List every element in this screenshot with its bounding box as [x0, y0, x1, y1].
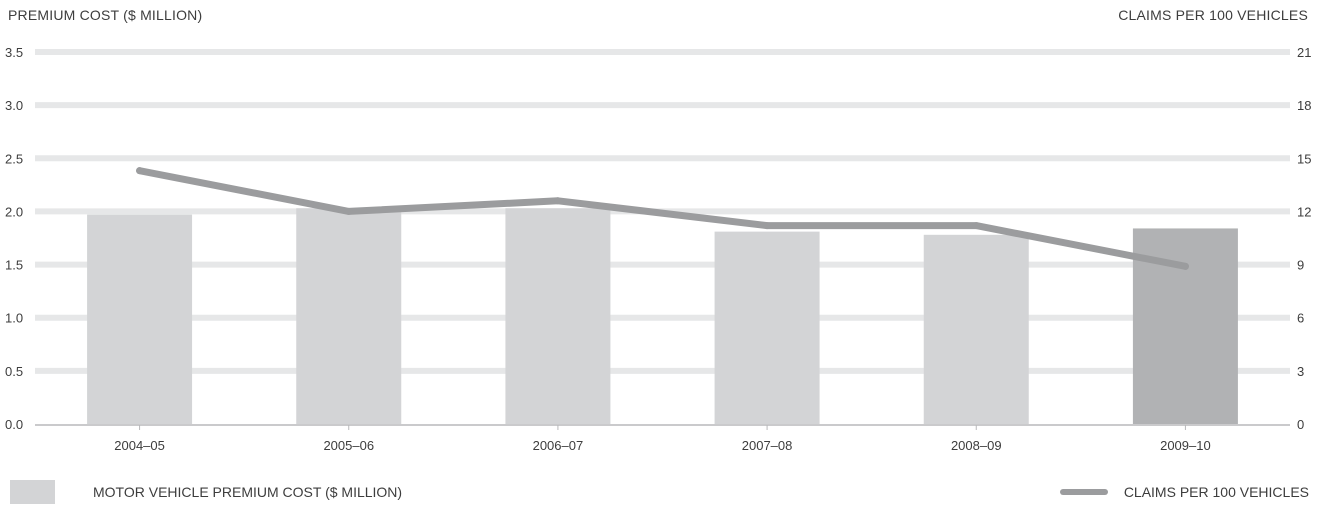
x-tick-label: 2006–07: [533, 438, 584, 453]
left-tick-label: 3.0: [5, 98, 23, 113]
left-tick-label: 1.0: [5, 311, 23, 326]
x-tick-label: 2007–08: [742, 438, 793, 453]
line-point: [763, 222, 771, 230]
line-point: [345, 207, 353, 215]
bar: [87, 214, 193, 424]
bar: [714, 231, 820, 424]
legend-line-series: CLAIMS PER 100 VEHICLES: [1059, 480, 1309, 504]
right-tick-label: 3: [1297, 364, 1304, 379]
right-axis-title: CLAIMS PER 100 VEHICLES: [1118, 7, 1308, 23]
left-tick-label: 2.5: [5, 151, 23, 166]
line-point: [972, 222, 980, 230]
bar: [505, 208, 611, 424]
left-tick-label: 0.5: [5, 364, 23, 379]
legend-line-label: CLAIMS PER 100 VEHICLES: [1123, 484, 1309, 500]
bar: [923, 234, 1029, 424]
left-tick-label: 3.5: [5, 45, 23, 60]
right-tick-label: 18: [1297, 98, 1311, 113]
line-point: [1181, 262, 1189, 270]
right-tick-label: 6: [1297, 311, 1304, 326]
right-tick-label: 9: [1297, 258, 1304, 273]
right-tick-label: 21: [1297, 45, 1311, 60]
bar: [296, 208, 402, 424]
left-tick-label: 0.0: [5, 417, 23, 432]
line-point: [554, 197, 562, 205]
right-tick-label: 12: [1297, 204, 1311, 219]
legend-line-swatch: [1059, 489, 1108, 495]
x-tick-label: 2008–09: [951, 438, 1002, 453]
combo-chart: 0.0 0.5 1.0 1.5 2.0 2.5 3.0 3.5 0 3 6 9 12 15 18 21 2004…: [5, 45, 1311, 453]
x-tick-label: 2005–06: [323, 438, 374, 453]
line-claims-series: [136, 167, 1189, 270]
left-axis-title: PREMIUM COST ($ MILLION): [8, 7, 203, 23]
x-tick-label: 2009–10: [1160, 438, 1211, 453]
right-tick-label: 0: [1297, 417, 1304, 432]
left-tick-label: 1.5: [5, 258, 23, 273]
legend-bar-series: MOTOR VEHICLE PREMIUM COST ($ MILLION): [10, 480, 402, 504]
line-point: [136, 167, 144, 175]
legend-bar-swatch: [10, 480, 55, 504]
legend-bar-label: MOTOR VEHICLE PREMIUM COST ($ MILLION): [93, 484, 403, 500]
x-tick-label: 2004–05: [114, 438, 165, 453]
left-tick-label: 2.0: [5, 204, 23, 219]
right-tick-label: 15: [1297, 151, 1311, 166]
